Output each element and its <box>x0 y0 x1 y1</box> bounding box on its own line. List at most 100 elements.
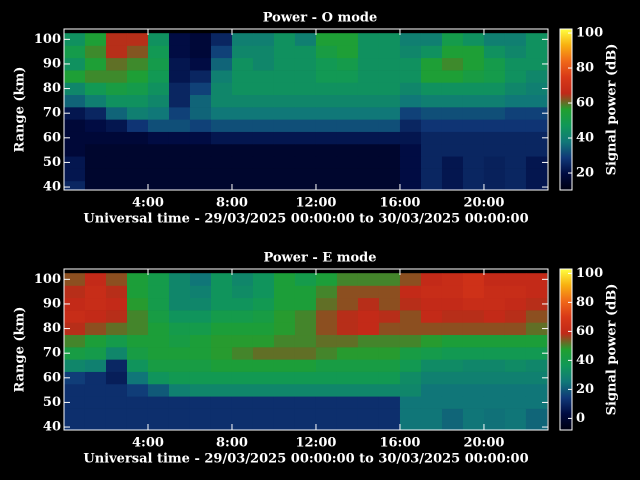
heatmap-cell <box>399 408 422 422</box>
heatmap-cell <box>441 94 464 108</box>
heatmap-cell <box>315 70 338 83</box>
heatmap-cell <box>378 322 401 336</box>
heatmap-cell <box>273 119 296 132</box>
heatmap-cell <box>462 334 485 348</box>
heatmap-cell <box>231 119 254 132</box>
heatmap-cell <box>147 359 170 372</box>
heatmap-cell <box>462 180 485 190</box>
heatmap-cell <box>357 45 380 59</box>
heatmap-cell <box>294 107 317 120</box>
heatmap-cell <box>84 297 107 311</box>
heatmap-cell <box>462 82 485 96</box>
heatmap-cell <box>294 143 317 157</box>
heatmap-cell <box>378 70 401 83</box>
heatmap-cell <box>252 180 275 190</box>
heatmap-cell <box>525 396 548 409</box>
heatmap-cell <box>462 297 485 311</box>
plot-frame <box>63 28 549 191</box>
heatmap-cell <box>504 131 527 145</box>
heatmap-cell <box>399 168 422 182</box>
heatmap-cell <box>294 408 317 422</box>
y-tick-label: 40 <box>43 420 61 435</box>
heatmap-cell <box>189 371 212 385</box>
heatmap-cell <box>64 297 86 311</box>
heatmap-cell <box>420 82 443 96</box>
heatmap-cell <box>126 297 149 311</box>
heatmap-cell <box>168 82 191 96</box>
heatmap-cell <box>273 408 296 422</box>
heatmap-cell <box>294 168 317 182</box>
heatmap-cell <box>64 396 86 409</box>
heatmap-cell <box>420 371 443 385</box>
colorbar-tick-label: 60 <box>576 96 594 111</box>
y-tick-label: 100 <box>34 32 61 47</box>
heatmap-cell <box>168 143 191 157</box>
heatmap-cell <box>315 156 338 169</box>
heatmap-cell <box>336 180 359 190</box>
heatmap-cell <box>378 297 401 311</box>
heatmap-cell <box>64 33 86 46</box>
heatmap-cell <box>210 347 233 360</box>
heatmap-cell <box>168 94 191 108</box>
heatmap-cell <box>64 371 86 385</box>
heatmap-cell <box>525 285 548 299</box>
heatmap-cell <box>441 82 464 96</box>
heatmap-cell <box>315 57 338 71</box>
heatmap-cell <box>357 383 380 397</box>
heatmap-cell <box>84 347 107 360</box>
heatmap-cell <box>105 131 128 145</box>
heatmap-cell <box>483 285 506 299</box>
heatmap-cell <box>252 420 275 430</box>
heatmap-cell <box>315 33 338 46</box>
heatmap-cell <box>189 82 212 96</box>
heatmap-cell <box>378 180 401 190</box>
heatmap-cell <box>64 94 86 108</box>
heatmap-cell <box>105 420 128 430</box>
heatmap-cell <box>252 45 275 59</box>
heatmap-cell <box>168 107 191 120</box>
heatmap-cell <box>525 322 548 336</box>
heatmap-cell <box>231 371 254 385</box>
heatmap-cell <box>84 168 107 182</box>
heatmap-cell <box>189 180 212 190</box>
heatmap-cell <box>399 180 422 190</box>
heatmap-cell <box>399 33 422 46</box>
heatmap-cell <box>441 119 464 132</box>
heatmap-cell <box>315 408 338 422</box>
heatmap-cell <box>231 408 254 422</box>
heatmap-cell <box>189 322 212 336</box>
heatmap-cell <box>525 33 548 46</box>
heatmap-cell <box>105 94 128 108</box>
heatmap-cell <box>336 285 359 299</box>
heatmap-cell <box>525 420 548 430</box>
heatmap-cell <box>378 408 401 422</box>
y-axis-label: Range (km) <box>13 307 28 393</box>
heatmap-cell <box>84 131 107 145</box>
heatmap-cell <box>252 143 275 157</box>
heatmap-cell <box>357 82 380 96</box>
heatmap-cell <box>462 94 485 108</box>
heatmap-cell <box>378 107 401 120</box>
x-tick-label: 8:00 <box>216 436 248 451</box>
heatmap-cell <box>84 107 107 120</box>
heatmap-cell <box>315 347 338 360</box>
heatmap-cell <box>231 180 254 190</box>
heatmap-cell <box>273 383 296 397</box>
heatmap-cell <box>357 297 380 311</box>
heatmap-cell <box>210 408 233 422</box>
heatmap-cell <box>273 273 296 286</box>
heatmap-cell <box>441 273 464 286</box>
heatmap-cell <box>189 143 212 157</box>
heatmap-cell <box>105 180 128 190</box>
heatmap-cell <box>126 285 149 299</box>
heatmap-cell <box>84 334 107 348</box>
heatmap-cell <box>336 156 359 169</box>
heatmap-cell <box>399 45 422 59</box>
heatmap-cell <box>252 371 275 385</box>
heatmap-cell <box>315 420 338 430</box>
heatmap-cell <box>231 334 254 348</box>
heatmap-cell <box>105 57 128 71</box>
heatmap-cell <box>357 273 380 286</box>
heatmap-cell <box>273 156 296 169</box>
heatmap-cell <box>105 285 128 299</box>
